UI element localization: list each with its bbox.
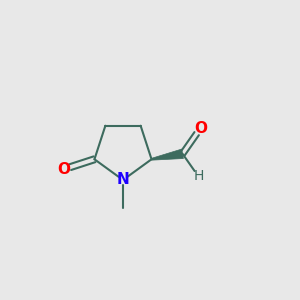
Text: O: O (57, 162, 70, 177)
Text: N: N (117, 172, 129, 188)
Polygon shape (152, 149, 183, 160)
Text: H: H (193, 169, 204, 183)
Text: O: O (194, 121, 207, 136)
